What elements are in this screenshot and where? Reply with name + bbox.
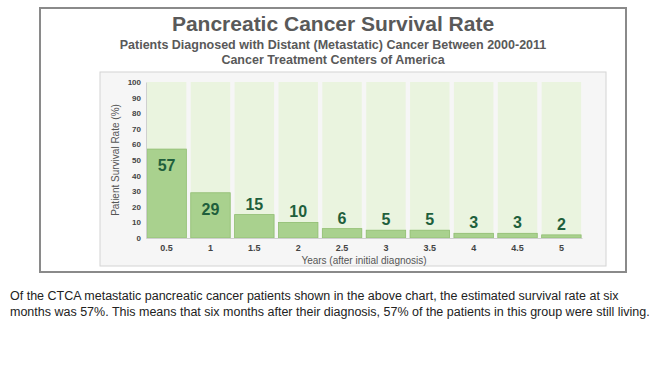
bar-background bbox=[191, 82, 230, 238]
y-tick: 90 bbox=[132, 94, 146, 103]
data-label: 10 bbox=[289, 203, 307, 220]
x-tick-label: 3 bbox=[383, 243, 388, 253]
x-tick: 5 bbox=[559, 238, 564, 253]
y-tick-label: 50 bbox=[132, 156, 141, 165]
x-tick: 2.5 bbox=[336, 238, 349, 253]
y-tick: 20 bbox=[132, 203, 146, 212]
data-labels: 57 29 15 10 6 5 5 3 3 2 bbox=[158, 157, 566, 233]
y-tick: 40 bbox=[132, 172, 146, 181]
y-tick: 30 bbox=[132, 187, 146, 196]
y-tick: 50 bbox=[132, 156, 146, 165]
bar-background bbox=[147, 82, 186, 238]
data-label: 5 bbox=[381, 211, 390, 228]
y-tick: 80 bbox=[132, 109, 146, 118]
y-axis-title: Patient Survival Rate (%) bbox=[110, 104, 121, 216]
data-label: 29 bbox=[202, 201, 220, 218]
x-tick-label: 2 bbox=[296, 243, 301, 253]
bar-background bbox=[410, 82, 449, 238]
data-label: 2 bbox=[557, 216, 566, 233]
x-tick-label: 0.5 bbox=[160, 243, 173, 253]
data-label: 3 bbox=[513, 214, 522, 231]
x-tick: 1 bbox=[208, 238, 213, 253]
bar-background bbox=[498, 82, 537, 238]
x-tick-label: 1.5 bbox=[248, 243, 261, 253]
y-tick-label: 0 bbox=[137, 234, 142, 243]
y-tick-label: 20 bbox=[132, 203, 141, 212]
y-tick: 100 bbox=[128, 78, 146, 87]
y-axis-line bbox=[146, 83, 147, 239]
data-label: 5 bbox=[425, 211, 434, 228]
chart: Pancreatic Cancer Survival Rate Patients … bbox=[0, 0, 666, 280]
y-tick-label: 60 bbox=[132, 140, 141, 149]
subtitle: Cancer Treatment Centers of America bbox=[221, 53, 445, 67]
x-tick-label: 3.5 bbox=[424, 243, 437, 253]
data-label: 57 bbox=[158, 157, 176, 174]
bar bbox=[235, 215, 274, 238]
frame bbox=[40, 8, 626, 272]
y-tick-label: 10 bbox=[132, 218, 141, 227]
bar-background bbox=[278, 82, 317, 238]
data-label: 6 bbox=[338, 210, 347, 227]
x-tick: 3.5 bbox=[424, 238, 437, 253]
x-tick: 4.5 bbox=[511, 238, 524, 253]
x-axis: 0.5 1 1.5 2 2.5 3 3.5 4 4.5 5 bbox=[147, 238, 583, 253]
x-tick-label: 4 bbox=[471, 243, 476, 253]
x-axis-line bbox=[147, 238, 583, 239]
y-tick-label: 100 bbox=[128, 78, 142, 87]
bar-background bbox=[235, 82, 274, 238]
bar bbox=[322, 229, 361, 238]
y-tick-label: 30 bbox=[132, 187, 141, 196]
y-tick-label: 80 bbox=[132, 109, 141, 118]
x-tick: 3 bbox=[383, 238, 388, 253]
bar bbox=[147, 149, 186, 238]
x-tick-label: 1 bbox=[208, 243, 213, 253]
y-tick: 70 bbox=[132, 125, 146, 134]
y-axis: 0 10 20 30 40 50 60 70 80 90 100 bbox=[128, 78, 147, 243]
y-tick-label: 70 bbox=[132, 125, 141, 134]
x-tick-label: 5 bbox=[559, 243, 564, 253]
y-tick: 60 bbox=[132, 140, 146, 149]
bar bbox=[498, 233, 537, 238]
x-tick-label: 4.5 bbox=[511, 243, 524, 253]
bar bbox=[410, 230, 449, 238]
bar bbox=[454, 233, 493, 238]
title: Pancreatic Cancer Survival Rate bbox=[172, 12, 494, 35]
subtitle: Patients Diagnosed with Distant (Metasta… bbox=[120, 38, 547, 52]
x-tick: 1.5 bbox=[248, 238, 261, 253]
caption: Of the CTCA metastatic pancreatic cancer… bbox=[10, 288, 660, 320]
bar bbox=[542, 235, 581, 238]
bars bbox=[147, 82, 581, 238]
x-tick-label: 2.5 bbox=[336, 243, 349, 253]
bar-background bbox=[542, 82, 581, 238]
y-tick-label: 40 bbox=[132, 172, 141, 181]
x-tick: 2 bbox=[296, 238, 301, 253]
x-tick: 0.5 bbox=[160, 238, 173, 253]
y-tick-label: 90 bbox=[132, 94, 141, 103]
data-label: 15 bbox=[245, 196, 263, 213]
y-tick: 10 bbox=[132, 218, 146, 227]
bar bbox=[366, 230, 405, 238]
bar-background bbox=[322, 82, 361, 238]
x-axis-title: Years (after initial diagnosis) bbox=[301, 255, 426, 266]
bar-background bbox=[454, 82, 493, 238]
bar bbox=[191, 193, 230, 238]
y-tick: 0 bbox=[137, 234, 146, 243]
data-label: 3 bbox=[469, 214, 478, 231]
bar-background bbox=[366, 82, 405, 238]
x-tick: 4 bbox=[471, 238, 476, 253]
plot-panel bbox=[100, 72, 606, 266]
bar bbox=[278, 222, 317, 238]
